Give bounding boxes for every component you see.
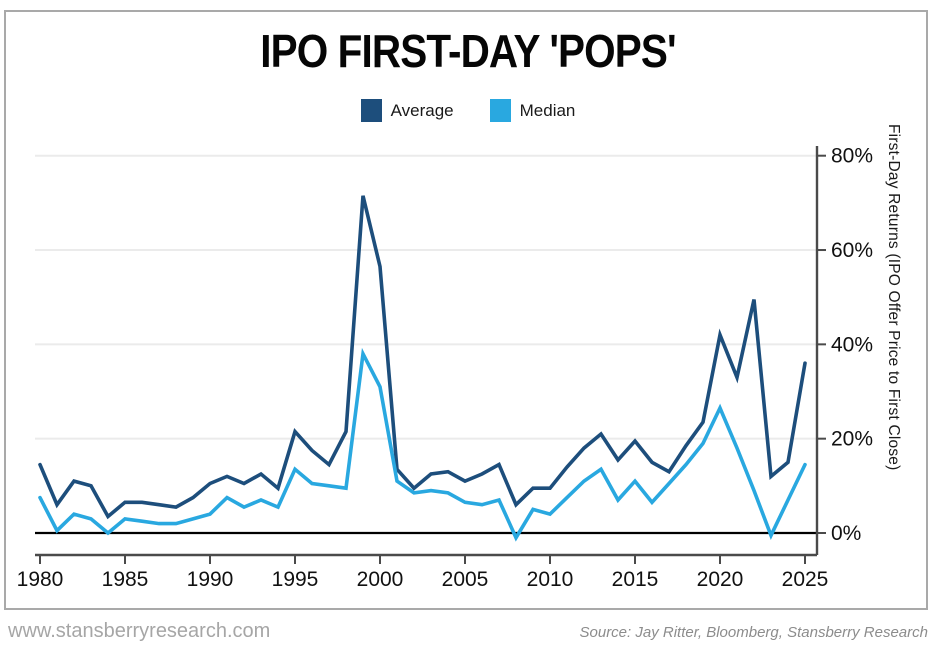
y-tick-label-60: 60% xyxy=(831,239,873,262)
x-tick-label-2025: 2025 xyxy=(782,568,829,591)
x-tick-label-1980: 1980 xyxy=(17,568,64,591)
x-tick-label-2015: 2015 xyxy=(612,568,659,591)
x-tick-label-1995: 1995 xyxy=(272,568,319,591)
x-tick-label-1990: 1990 xyxy=(187,568,234,591)
y-tick-label-20: 20% xyxy=(831,428,873,451)
average-swatch-icon xyxy=(360,99,382,122)
chart-title: IPO FIRST-DAY 'POPS' xyxy=(260,25,676,77)
chart-border-frame xyxy=(4,10,928,610)
website-link[interactable]: www.stansberryresearch.com xyxy=(8,620,271,642)
legend-item-median: Median xyxy=(489,99,576,122)
median-swatch-icon xyxy=(489,99,511,122)
x-tick-label-1985: 1985 xyxy=(102,568,149,591)
y-tick-label-80: 80% xyxy=(831,145,873,168)
x-tick-label-2020: 2020 xyxy=(697,568,744,591)
y-tick-label-40: 40% xyxy=(831,333,873,356)
x-tick-label-2000: 2000 xyxy=(357,568,404,591)
average-line xyxy=(38,195,807,520)
y-axis-title: First-Day Returns (IPO Offer Price to Fi… xyxy=(885,124,902,471)
legend: Average Median xyxy=(0,99,936,122)
source-credit: Source: Jay Ritter, Bloomberg, Stansberr… xyxy=(579,624,929,641)
legend-item-average: Average xyxy=(360,99,454,122)
legend-label-average: Average xyxy=(390,100,454,120)
legend-label-median: Median xyxy=(519,100,576,120)
y-tick-label-0: 0% xyxy=(831,522,861,545)
median-line xyxy=(38,347,807,542)
x-tick-label-2010: 2010 xyxy=(527,568,574,591)
x-tick-label-2005: 2005 xyxy=(442,568,489,591)
